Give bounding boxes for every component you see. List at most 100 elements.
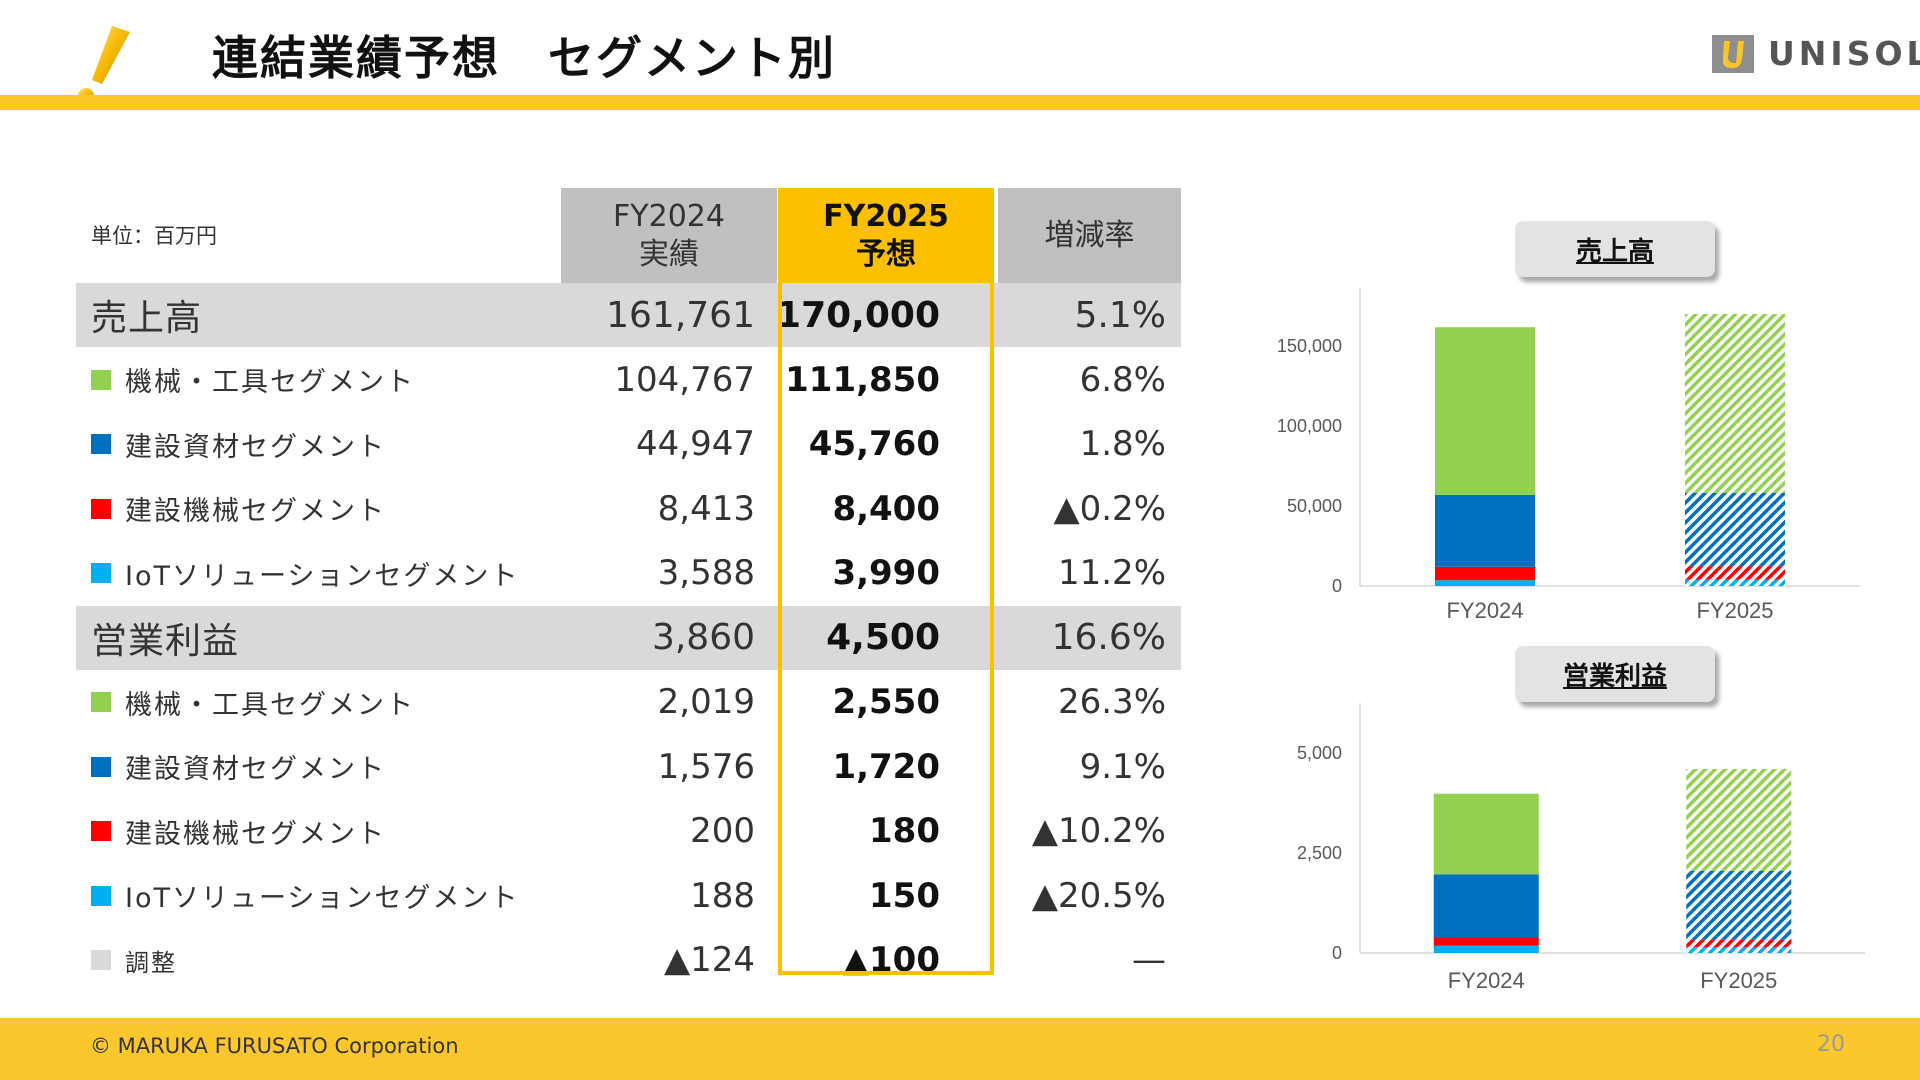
profit-chart-svg: 0 2,500 5,000 FY2024 FY2025 <box>1297 703 1865 993</box>
copyright: © MARUKA FURUSATO Corporation <box>90 1034 459 1058</box>
legend-swatch <box>91 885 111 906</box>
legend-swatch <box>91 692 111 712</box>
header-fy2025-type: 予想 <box>856 236 916 272</box>
header-fy2025-year: FY2025 <box>823 198 949 234</box>
fy2024-value: 3,860 <box>651 617 755 658</box>
page-number: 20 <box>1817 1032 1845 1057</box>
profit-chart-title: 営業利益 <box>1515 646 1715 702</box>
row-label-text: 建設資材セグメント <box>125 754 386 785</box>
y-tick-label: 2,500 <box>1297 843 1342 863</box>
bar-segment <box>1686 939 1792 947</box>
row-label-text: 建設資材セグメント <box>125 431 386 463</box>
fy2025-value: 170,000 <box>776 294 940 336</box>
bar-segment <box>1686 947 1792 953</box>
segment-row: 建設資材セグメント 1,576 1,720 9.1% <box>76 735 1181 799</box>
row-label-text: IoTソリューションセグメント <box>125 883 520 914</box>
sales-chart: 売上高 0 50,000 100,000 150,000 FY2024 FY2025 <box>1255 218 1885 628</box>
bar-segment <box>1435 327 1535 495</box>
fy2025-value: 1,720 <box>832 746 940 787</box>
row-label-text: 調整 <box>125 948 177 977</box>
row-label-text: 売上高 <box>91 298 203 339</box>
fy2024-value: 1,576 <box>657 746 755 787</box>
fy2025-value: 2,550 <box>832 682 940 722</box>
header-change-label: 増減率 <box>1044 217 1135 253</box>
row-label: 営業利益 <box>91 612 239 664</box>
legend-swatch <box>91 498 111 519</box>
x-category-label: FY2024 <box>1448 968 1525 993</box>
fy2024-value: ▲124 <box>663 940 755 980</box>
change-rate: 5.1% <box>1074 294 1166 336</box>
footer: © MARUKA FURUSATO Corporation 20 <box>0 1018 1920 1080</box>
legend-swatch <box>91 563 111 583</box>
summary-row: 売上高 161,761 170,000 5.1% <box>76 283 1181 347</box>
fy2024-value: 2,019 <box>657 682 755 722</box>
row-label-text: 機械・工具セグメント <box>125 689 415 721</box>
bar-segment <box>1433 937 1539 946</box>
bar-segment <box>1433 945 1539 953</box>
change-rate: 11.2% <box>1057 553 1166 593</box>
y-tick-label: 0 <box>1332 943 1342 963</box>
legend-swatch <box>91 821 111 841</box>
y-tick-label: 0 <box>1332 576 1342 596</box>
page-title: 連結業績予想 セグメント別 <box>212 31 836 85</box>
x-category-label: FY2025 <box>1696 598 1773 623</box>
legend-swatch <box>91 434 111 454</box>
sales-chart-title: 売上高 <box>1515 221 1715 277</box>
row-label: 売上高 <box>91 289 202 341</box>
bar-segment <box>1435 566 1535 581</box>
change-rate: ▲10.2% <box>1031 811 1166 851</box>
logo-text: UNISOL <box>1768 34 1920 73</box>
row-label: 建設機械セグメント <box>91 812 386 851</box>
bar-segment <box>1685 579 1785 586</box>
row-label: 調整 <box>91 943 177 978</box>
header-change: 増減率 <box>998 188 1181 283</box>
y-tick-label: 5,000 <box>1297 743 1342 763</box>
title-rule <box>0 95 1920 110</box>
change-rate: 6.8% <box>1079 359 1166 400</box>
bar-segment <box>1685 566 1785 580</box>
operating-profit-chart: 営業利益 0 2,500 5,000 FY2024 FY2025 <box>1255 643 1885 1013</box>
change-rate: 16.6% <box>1051 617 1166 658</box>
segment-row: IoTソリューションセグメント 188 150 ▲20.5% <box>76 864 1181 928</box>
legend-swatch <box>91 950 111 970</box>
fy2024-value: 44,947 <box>636 424 755 464</box>
bar-segment <box>1686 769 1792 871</box>
fy2024-value: 3,588 <box>657 553 755 593</box>
fy2025-value: 180 <box>869 811 940 851</box>
row-label-text: 建設機械セグメント <box>125 818 386 850</box>
y-tick-label: 50,000 <box>1287 496 1342 516</box>
fy2025-value: 150 <box>869 875 940 916</box>
segment-row: 建設資材セグメント 44,947 45,760 1.8% <box>76 412 1181 476</box>
legend-swatch <box>91 369 111 390</box>
sales-chart-svg: 0 50,000 100,000 150,000 FY2024 FY2025 <box>1277 288 1860 623</box>
segment-row: 建設機械セグメント 200 180 ▲10.2% <box>76 799 1181 863</box>
fy2024-value: 161,761 <box>606 294 755 336</box>
x-category-label: FY2025 <box>1700 968 1777 993</box>
segment-row: IoTソリューションセグメント 3,588 3,990 11.2% <box>76 541 1181 605</box>
header-fy2025: FY2025 予想 <box>778 188 994 283</box>
x-category-label: FY2024 <box>1446 598 1523 623</box>
segment-row: 機械・工具セグメント 2,019 2,550 26.3% <box>76 670 1181 734</box>
fy2025-value: 3,990 <box>832 553 940 593</box>
header-fy2024-year: FY2024 <box>613 198 725 234</box>
row-label: 建設資材セグメント <box>91 425 386 464</box>
row-label-text: 営業利益 <box>91 620 240 662</box>
y-tick-label: 100,000 <box>1277 416 1342 436</box>
change-rate: 1.8% <box>1079 424 1166 464</box>
row-label-text: 建設機械セグメント <box>125 496 386 527</box>
segment-row: 調整 ▲124 ▲100— <box>76 928 1181 992</box>
change-rate: — <box>1132 940 1166 980</box>
row-label: IoTソリューションセグメント <box>91 876 519 915</box>
bar-segment <box>1435 580 1535 586</box>
bar-segment <box>1433 874 1539 938</box>
logo-mark-icon <box>1712 34 1754 73</box>
segment-row: 建設機械セグメント 8,413 8,400 ▲0.2% <box>76 477 1181 541</box>
fy2024-value: 8,413 <box>657 488 755 529</box>
legend-swatch <box>91 756 111 777</box>
y-tick-label: 150,000 <box>1277 336 1342 356</box>
change-rate: ▲20.5% <box>1031 875 1166 916</box>
change-rate: 9.1% <box>1079 746 1166 787</box>
row-label-text: 機械・工具セグメント <box>125 367 415 398</box>
fy2025-value: 45,760 <box>808 424 940 464</box>
fy2025-value: 8,400 <box>832 488 940 529</box>
